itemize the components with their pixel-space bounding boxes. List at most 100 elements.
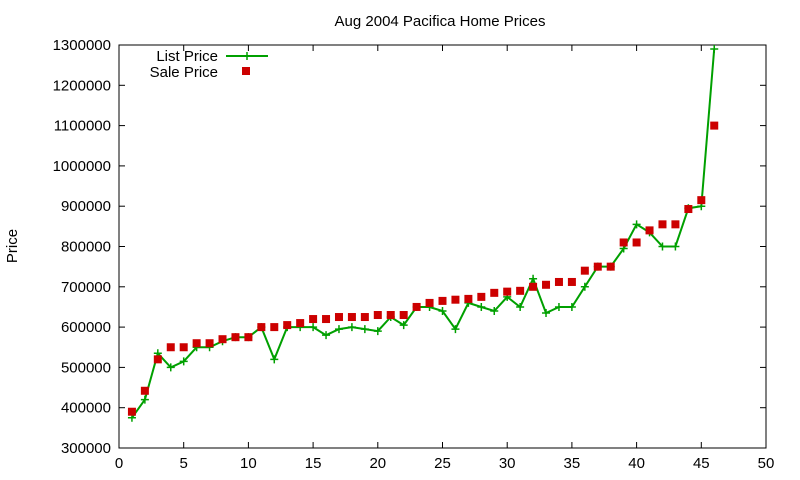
y-tick-label: 900000 bbox=[61, 198, 111, 215]
sale-price-point bbox=[192, 339, 201, 348]
sale-price-point bbox=[166, 343, 175, 352]
sale-price-point bbox=[373, 311, 382, 320]
list-price-point bbox=[658, 242, 667, 251]
x-tick-label: 15 bbox=[305, 455, 322, 472]
sale-price-point bbox=[283, 321, 292, 330]
sale-price-point bbox=[205, 339, 214, 348]
y-tick-label: 700000 bbox=[61, 279, 111, 296]
sale-price-point bbox=[270, 323, 279, 332]
sale-price-point bbox=[140, 386, 149, 395]
sale-price-point bbox=[477, 292, 486, 301]
sale-price-point bbox=[244, 333, 253, 342]
sale-price-point bbox=[334, 313, 343, 322]
list-price-point bbox=[309, 323, 318, 332]
sale-price-point bbox=[684, 205, 693, 214]
y-tick-label: 500000 bbox=[61, 359, 111, 376]
list-price-point bbox=[322, 331, 331, 340]
list-price-point bbox=[554, 302, 563, 311]
legend-sample-sale-price bbox=[242, 67, 250, 75]
list-price-point bbox=[166, 363, 175, 372]
sale-price-point bbox=[658, 220, 667, 229]
sale-price-point bbox=[606, 262, 615, 271]
sale-price-point bbox=[554, 277, 563, 286]
axes: 0 5 10 15 20 25 30 35 40 45 50 300000 400000 500000 60… bbox=[53, 37, 775, 472]
sale-price-point bbox=[619, 238, 628, 247]
y-tick-label: 300000 bbox=[61, 440, 111, 457]
sale-price-point bbox=[360, 313, 369, 322]
list-price-point bbox=[542, 308, 551, 317]
sale-price-point bbox=[697, 196, 706, 205]
sale-price-point bbox=[257, 323, 266, 332]
sale-price-point bbox=[593, 262, 602, 271]
sale-price-point bbox=[438, 296, 447, 305]
list-price-point bbox=[632, 220, 641, 229]
chart-title: Aug 2004 Pacifica Home Prices bbox=[335, 13, 546, 30]
list-price-point bbox=[373, 327, 382, 336]
list-price-point bbox=[580, 282, 589, 291]
list-price-point bbox=[438, 306, 447, 315]
y-tick-label: 1200000 bbox=[53, 77, 111, 94]
sale-price-point bbox=[671, 220, 680, 229]
list-price-point bbox=[567, 302, 576, 311]
list-price-point bbox=[490, 306, 499, 315]
y-tick-label: 1000000 bbox=[53, 158, 111, 175]
sale-price-point bbox=[179, 343, 188, 352]
sale-price-point bbox=[399, 311, 408, 320]
list-price-point bbox=[270, 355, 279, 364]
sale-price-point bbox=[710, 121, 719, 130]
sale-price-point bbox=[451, 295, 460, 304]
sale-price-point bbox=[412, 302, 421, 311]
sale-price-point bbox=[309, 315, 318, 324]
sale-price-point bbox=[322, 315, 331, 324]
list-price-point bbox=[334, 325, 343, 334]
sale-price-point bbox=[632, 238, 641, 247]
list-price-point bbox=[477, 302, 486, 311]
x-tick-label: 20 bbox=[369, 455, 386, 472]
sale-price-point bbox=[580, 266, 589, 275]
list-price-point bbox=[451, 325, 460, 334]
sale-price-point bbox=[425, 298, 434, 307]
y-tick-label: 1100000 bbox=[54, 118, 111, 135]
sale-price-point bbox=[490, 288, 499, 297]
x-tick-label: 45 bbox=[693, 455, 710, 472]
list-price-line bbox=[131, 48, 716, 419]
x-tick-label: 5 bbox=[180, 455, 188, 472]
x-tick-label: 30 bbox=[499, 455, 516, 472]
sale-price-point bbox=[153, 355, 162, 364]
x-tick-label: 10 bbox=[240, 455, 257, 472]
x-tick-label: 35 bbox=[564, 455, 581, 472]
legend-marker-list-price bbox=[243, 52, 251, 60]
y-tick-label: 400000 bbox=[61, 400, 111, 417]
sale-price-point bbox=[386, 311, 395, 320]
sale-price-point bbox=[231, 333, 240, 342]
sale-price-point bbox=[516, 286, 525, 295]
list-price-point bbox=[399, 321, 408, 330]
sale-price-point bbox=[542, 280, 551, 289]
y-tick-label: 600000 bbox=[61, 319, 111, 336]
list-price-point bbox=[516, 302, 525, 311]
x-tick-label: 40 bbox=[628, 455, 645, 472]
sale-price-point bbox=[127, 407, 136, 416]
legend: List Price Sale Price bbox=[150, 48, 268, 81]
sale-price-point bbox=[296, 319, 305, 328]
y-tick-label: 1300000 bbox=[53, 37, 111, 54]
sale-price-point bbox=[645, 226, 654, 235]
sale-price-point bbox=[503, 287, 512, 296]
list-price-point bbox=[347, 323, 356, 332]
sale-price-point bbox=[529, 282, 538, 291]
list-price-point bbox=[671, 242, 680, 251]
x-tick-label: 0 bbox=[115, 455, 123, 472]
legend-label-list-price: List Price bbox=[156, 48, 218, 65]
x-tick-label: 50 bbox=[758, 455, 775, 472]
sale-price-point bbox=[567, 277, 576, 286]
list-price-point bbox=[529, 274, 538, 283]
list-price-point bbox=[710, 45, 719, 54]
y-tick-label: 800000 bbox=[61, 239, 111, 256]
list-price-point bbox=[360, 325, 369, 334]
y-axis-label: Price bbox=[4, 229, 21, 263]
legend-label-sale-price: Sale Price bbox=[150, 64, 218, 81]
list-price-point bbox=[179, 357, 188, 366]
sale-price-point bbox=[464, 294, 473, 303]
list-price-point bbox=[140, 395, 149, 404]
